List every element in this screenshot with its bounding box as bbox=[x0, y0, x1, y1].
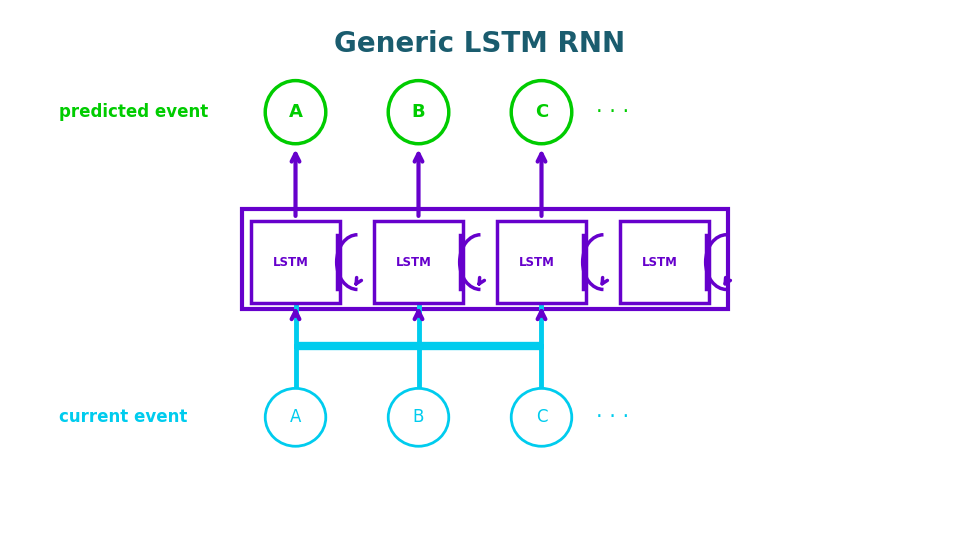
Text: LSTM: LSTM bbox=[273, 255, 309, 268]
FancyBboxPatch shape bbox=[496, 221, 587, 303]
Text: · · ·: · · · bbox=[596, 407, 629, 427]
Text: A: A bbox=[289, 103, 302, 121]
Text: current event: current event bbox=[59, 408, 187, 426]
FancyBboxPatch shape bbox=[619, 221, 709, 303]
Text: C: C bbox=[535, 103, 548, 121]
Ellipse shape bbox=[265, 80, 325, 144]
Text: LSTM: LSTM bbox=[518, 255, 555, 268]
Ellipse shape bbox=[265, 388, 325, 446]
Text: Generic LSTM RNN: Generic LSTM RNN bbox=[334, 30, 626, 58]
FancyBboxPatch shape bbox=[251, 221, 341, 303]
Text: C: C bbox=[536, 408, 547, 426]
Text: · · ·: · · · bbox=[596, 102, 629, 122]
Text: predicted event: predicted event bbox=[59, 103, 208, 121]
Ellipse shape bbox=[512, 80, 572, 144]
Ellipse shape bbox=[512, 388, 572, 446]
Text: LSTM: LSTM bbox=[396, 255, 432, 268]
Ellipse shape bbox=[388, 80, 448, 144]
Ellipse shape bbox=[388, 388, 448, 446]
Text: B: B bbox=[412, 103, 425, 121]
Text: LSTM: LSTM bbox=[642, 255, 678, 268]
Text: A: A bbox=[290, 408, 301, 426]
FancyBboxPatch shape bbox=[373, 221, 464, 303]
Text: B: B bbox=[413, 408, 424, 426]
